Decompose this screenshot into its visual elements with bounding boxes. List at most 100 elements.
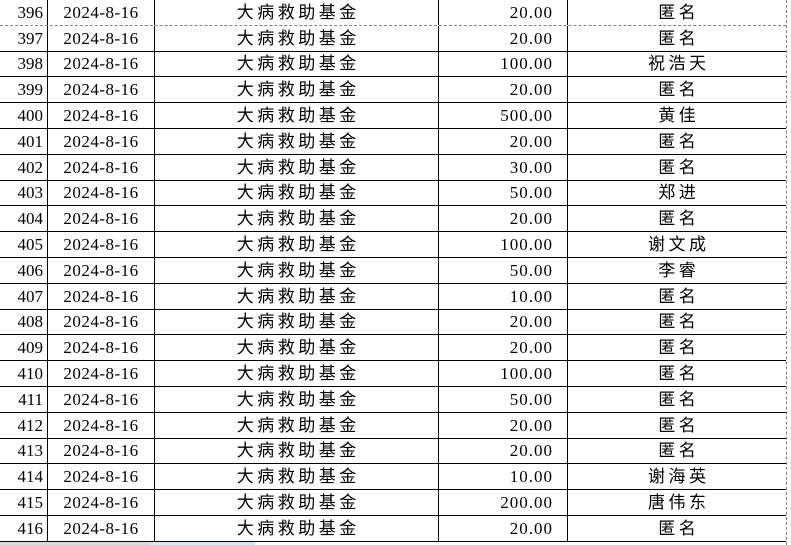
cell-date[interactable]: 2024-8-16 (48, 283, 155, 309)
cell-row-number[interactable]: 405 (0, 232, 48, 257)
cell-amount[interactable]: 20.00 (439, 309, 568, 335)
cell-date[interactable]: 2024-8-16 (48, 232, 155, 257)
cell-amount[interactable]: 50.00 (439, 257, 568, 283)
cell-donor-name[interactable]: 匿名 (658, 312, 700, 332)
cell-amount[interactable]: 20.00 (439, 335, 568, 361)
cell-fund-name[interactable]: 大病救助基金 (155, 438, 439, 464)
cell-row-number[interactable]: 409 (0, 335, 48, 361)
cell-donor-name[interactable]: 匿名 (658, 518, 700, 538)
cell-donor-name[interactable]: 黄佳 (658, 106, 700, 126)
cell-row-number[interactable]: 414 (0, 464, 48, 490)
cell-fund-name[interactable]: 大病救助基金 (155, 335, 439, 361)
cell-donor-name[interactable]: 匿名 (658, 286, 700, 306)
cell-amount[interactable]: 100.00 (439, 232, 568, 257)
cell-donor-name[interactable]: 匿名 (658, 2, 700, 22)
cell-fund-name[interactable]: 大病救助基金 (155, 309, 439, 335)
cell-row-number[interactable]: 404 (0, 206, 48, 232)
cell-row-number[interactable]: 411 (0, 386, 48, 412)
cell-date[interactable]: 2024-8-16 (48, 51, 155, 77)
cell-row-number[interactable]: 410 (0, 361, 48, 386)
cell-donor-name[interactable]: 匿名 (658, 209, 700, 229)
cell-donor-name[interactable]: 谢海英 (648, 467, 710, 487)
cell-amount[interactable]: 100.00 (439, 51, 568, 77)
cell-amount[interactable]: 20.00 (439, 128, 568, 154)
cell-fund-name[interactable]: 大病救助基金 (155, 51, 439, 77)
cell-fund-name[interactable]: 大病救助基金 (155, 257, 439, 283)
cell-amount[interactable]: 100.00 (439, 361, 568, 386)
cell-date[interactable]: 2024-8-16 (48, 77, 155, 103)
cell-date[interactable]: 2024-8-16 (48, 412, 155, 438)
cell-amount[interactable]: 20.00 (439, 515, 568, 541)
cell-fund-name[interactable]: 大病救助基金 (155, 490, 439, 515)
cell-amount[interactable]: 20.00 (439, 206, 568, 232)
cell-donor-name[interactable]: 匿名 (658, 157, 700, 177)
cell-donor-name[interactable]: 匿名 (658, 131, 700, 151)
cell-donor-name[interactable]: 匿名 (658, 364, 700, 384)
cell-fund-name[interactable]: 大病救助基金 (155, 283, 439, 309)
cell-date[interactable]: 2024-8-16 (48, 206, 155, 232)
cell-amount[interactable]: 50.00 (439, 180, 568, 206)
cell-row-number[interactable]: 396 (0, 0, 48, 25)
cell-date[interactable]: 2024-8-16 (48, 309, 155, 335)
cell-donor-name[interactable]: 匿名 (658, 415, 700, 435)
cell-date[interactable]: 2024-8-16 (48, 438, 155, 464)
cell-row-number[interactable]: 397 (0, 25, 48, 51)
cell-amount[interactable]: 20.00 (439, 438, 568, 464)
cell-row-number[interactable]: 401 (0, 128, 48, 154)
cell-row-number[interactable]: 400 (0, 103, 48, 128)
cell-fund-name[interactable]: 大病救助基金 (155, 180, 439, 206)
cell-donor-name[interactable]: 匿名 (658, 338, 700, 358)
cell-amount[interactable]: 10.00 (439, 283, 568, 309)
cell-donor-name[interactable]: 谢文成 (648, 235, 710, 255)
cell-date[interactable]: 2024-8-16 (48, 0, 155, 25)
cell-date[interactable]: 2024-8-16 (48, 128, 155, 154)
cell-date[interactable]: 2024-8-16 (48, 515, 155, 541)
cell-fund-name[interactable]: 大病救助基金 (155, 154, 439, 180)
cell-date[interactable]: 2024-8-16 (48, 464, 155, 490)
cell-date[interactable]: 2024-8-16 (48, 257, 155, 283)
cell-row-number[interactable]: 398 (0, 51, 48, 77)
cell-amount[interactable]: 50.00 (439, 386, 568, 412)
cell-fund-name[interactable]: 大病救助基金 (155, 412, 439, 438)
cell-row-number[interactable]: 412 (0, 412, 48, 438)
cell-fund-name[interactable]: 大病救助基金 (155, 25, 439, 51)
cell-fund-name[interactable]: 大病救助基金 (155, 464, 439, 490)
cell-fund-name[interactable]: 大病救助基金 (155, 0, 439, 25)
cell-amount[interactable]: 20.00 (439, 0, 568, 25)
cell-amount[interactable]: 20.00 (439, 77, 568, 103)
cell-date[interactable]: 2024-8-16 (48, 103, 155, 128)
cell-amount[interactable]: 500.00 (439, 103, 568, 128)
cell-fund-name[interactable]: 大病救助基金 (155, 515, 439, 541)
cell-donor-name[interactable]: 唐伟东 (648, 493, 710, 513)
cell-fund-name[interactable]: 大病救助基金 (155, 128, 439, 154)
cell-fund-name[interactable]: 大病救助基金 (155, 206, 439, 232)
cell-row-number[interactable]: 415 (0, 490, 48, 515)
cell-fund-name[interactable]: 大病救助基金 (155, 361, 439, 386)
cell-amount[interactable]: 20.00 (439, 25, 568, 51)
cell-donor-name[interactable]: 祝浩天 (648, 54, 710, 74)
cell-amount[interactable]: 10.00 (439, 464, 568, 490)
cell-date[interactable]: 2024-8-16 (48, 490, 155, 515)
cell-row-number[interactable]: 406 (0, 257, 48, 283)
cell-date[interactable]: 2024-8-16 (48, 154, 155, 180)
cell-date[interactable]: 2024-8-16 (48, 361, 155, 386)
cell-row-number[interactable]: 407 (0, 283, 48, 309)
cell-fund-name[interactable]: 大病救助基金 (155, 232, 439, 257)
cell-date[interactable]: 2024-8-16 (48, 335, 155, 361)
cell-row-number[interactable]: 403 (0, 180, 48, 206)
cell-fund-name[interactable]: 大病救助基金 (155, 103, 439, 128)
cell-donor-name[interactable]: 匿名 (658, 389, 700, 409)
cell-donor-name[interactable]: 匿名 (658, 441, 700, 461)
cell-donor-name[interactable]: 李睿 (658, 260, 700, 280)
cell-date[interactable]: 2024-8-16 (48, 180, 155, 206)
cell-row-number[interactable]: 402 (0, 154, 48, 180)
cell-donor-name[interactable]: 匿名 (658, 28, 700, 48)
cell-date[interactable]: 2024-8-16 (48, 25, 155, 51)
cell-fund-name[interactable]: 大病救助基金 (155, 77, 439, 103)
cell-amount[interactable]: 200.00 (439, 490, 568, 515)
cell-row-number[interactable]: 413 (0, 438, 48, 464)
cell-row-number[interactable]: 416 (0, 515, 48, 541)
cell-fund-name[interactable]: 大病救助基金 (155, 386, 439, 412)
cell-row-number[interactable]: 399 (0, 77, 48, 103)
cell-row-number[interactable]: 408 (0, 309, 48, 335)
